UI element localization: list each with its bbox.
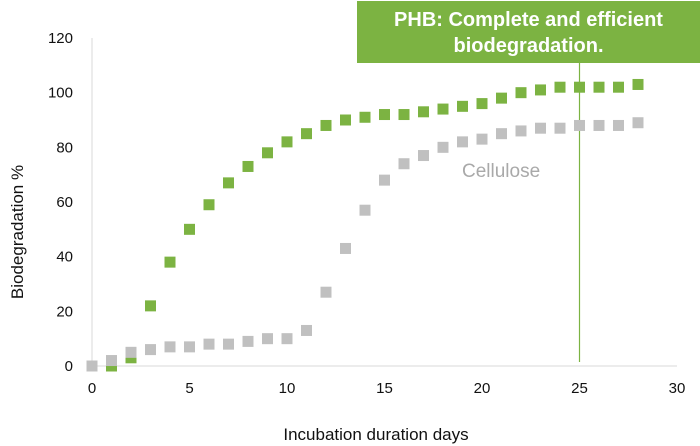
phb-point — [320, 119, 332, 131]
phb-point — [632, 78, 644, 90]
phb-point — [418, 106, 429, 118]
cellulose-point — [86, 360, 98, 372]
cellulose-point — [535, 122, 546, 134]
cellulose-point — [145, 344, 156, 356]
axes — [91, 38, 677, 367]
x-tick-label: 0 — [88, 380, 96, 397]
phb-callout: PHB: Complete and efficient biodegradati… — [357, 1, 700, 63]
phb-point — [496, 92, 507, 104]
cellulose-point — [398, 158, 410, 170]
cellulose-point — [281, 333, 293, 345]
tick-labels: 0 5 10 15 20 25 30 0 20 40 60 80 100 120 — [48, 30, 685, 397]
phb-point — [359, 111, 371, 123]
phb-point — [184, 223, 195, 235]
phb-point — [242, 160, 254, 172]
series-cellulose — [86, 117, 644, 372]
phb-point — [515, 87, 527, 99]
cellulose-point — [379, 174, 390, 186]
y-tick-label: 100 — [48, 85, 73, 102]
phb-point — [145, 300, 156, 312]
phb-point — [476, 98, 488, 110]
series-label-cellulose: Cellulose — [462, 161, 540, 182]
cellulose-point — [574, 119, 585, 131]
cellulose-point — [515, 125, 527, 137]
callout-line-1: PHB: Complete and efficient — [394, 9, 663, 31]
cellulose-point — [320, 286, 332, 298]
cellulose-point — [262, 333, 273, 345]
cellulose-point — [164, 341, 176, 353]
phb-point — [301, 128, 312, 140]
cellulose-point — [340, 242, 351, 254]
phb-point — [164, 256, 176, 268]
cellulose-point — [203, 338, 215, 350]
phb-point — [223, 177, 234, 189]
phb-point — [437, 103, 449, 115]
callout-line-2: biodegradation. — [453, 35, 604, 57]
cellulose-point — [496, 128, 507, 140]
y-tick-label: 0 — [65, 358, 73, 375]
cellulose-point — [613, 119, 624, 131]
phb-point — [398, 109, 410, 121]
x-tick-label: 10 — [279, 380, 296, 397]
phb-point — [457, 100, 468, 112]
cellulose-point — [457, 136, 468, 148]
cellulose-point — [554, 122, 566, 134]
cellulose-point — [593, 119, 605, 131]
y-tick-label: 40 — [56, 249, 73, 266]
cellulose-point — [125, 346, 137, 358]
x-axis-title: Incubation duration days — [283, 425, 468, 444]
x-tick-label: 30 — [669, 380, 686, 397]
cellulose-point — [106, 355, 117, 367]
x-tick-label: 20 — [474, 380, 491, 397]
y-tick-label: 60 — [56, 194, 73, 211]
y-tick-label: 120 — [48, 30, 73, 47]
cellulose-point — [476, 133, 488, 145]
phb-point — [379, 109, 390, 121]
cellulose-point — [437, 141, 449, 153]
y-tick-label: 20 — [56, 303, 73, 320]
cellulose-point — [632, 117, 644, 129]
phb-point — [281, 136, 293, 148]
y-tick-label: 80 — [56, 139, 73, 156]
phb-point — [554, 81, 566, 93]
phb-point — [262, 147, 273, 159]
phb-point — [574, 81, 585, 93]
cellulose-point — [301, 324, 312, 336]
y-axis-title: Biodegradation % — [8, 165, 27, 299]
phb-point — [340, 114, 351, 126]
phb-point — [535, 84, 546, 96]
cellulose-point — [242, 335, 254, 347]
phb-point — [593, 81, 605, 93]
x-tick-label: 5 — [185, 380, 193, 397]
cellulose-point — [223, 338, 234, 350]
x-tick-label: 15 — [376, 380, 393, 397]
phb-point — [203, 199, 215, 211]
phb-point — [613, 81, 624, 93]
cellulose-point — [359, 204, 371, 216]
cellulose-point — [184, 341, 195, 353]
cellulose-point — [418, 150, 429, 162]
series-layer — [86, 78, 644, 372]
x-tick-label: 25 — [571, 380, 588, 397]
